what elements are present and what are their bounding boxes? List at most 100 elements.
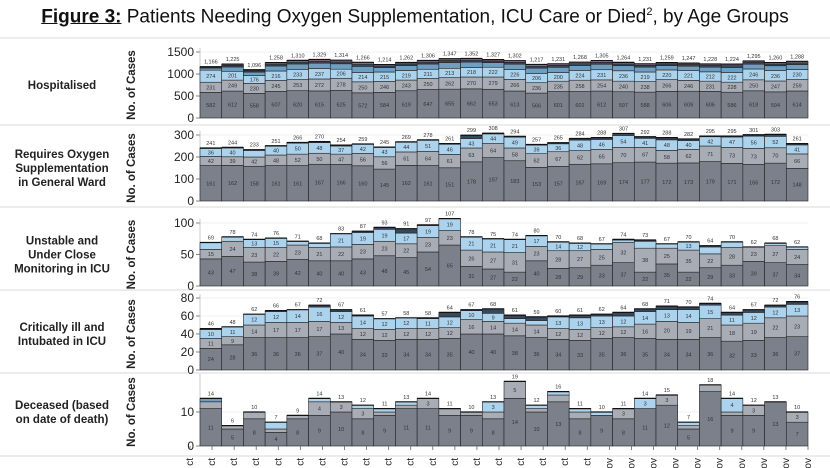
segment-label: 586 bbox=[727, 103, 736, 109]
segment-label: 173 bbox=[684, 180, 693, 186]
segment-label: 21 bbox=[338, 238, 344, 244]
segment-label: 266 bbox=[662, 83, 671, 89]
segment-label: 12 bbox=[599, 331, 605, 337]
segment-label: 9 bbox=[231, 339, 234, 345]
bar-total-label: 73 bbox=[642, 233, 648, 239]
segment-label: 653 bbox=[489, 102, 498, 108]
y-axis-label: No. of Cases bbox=[126, 220, 138, 290]
segment-label: 22 bbox=[707, 259, 713, 265]
x-tick-label: ct bbox=[472, 458, 483, 466]
panel-label: Monitoring in ICU bbox=[14, 264, 110, 276]
segment-label: 8 bbox=[253, 430, 256, 436]
segment-label: 9 bbox=[383, 429, 386, 435]
bar-total-label: 80 bbox=[534, 229, 540, 235]
y-tick-label: 1000 bbox=[167, 67, 194, 81]
bar-total-label: 1,295 bbox=[747, 54, 761, 60]
segment-label: 162 bbox=[228, 181, 237, 187]
segment-label: 230 bbox=[793, 73, 802, 79]
panel-2: Requires Oxygen Supplementation in General… bbox=[15, 126, 809, 208]
segment-label: 14 bbox=[686, 314, 692, 320]
segment-label: 13 bbox=[338, 326, 344, 332]
segment-label: 620 bbox=[293, 102, 302, 108]
segment-label: 224 bbox=[575, 73, 584, 79]
segment-label: 13 bbox=[664, 314, 670, 320]
segment-label: 42 bbox=[251, 160, 257, 166]
segment-label: 612 bbox=[228, 103, 237, 109]
segment-label: 47 bbox=[230, 269, 236, 275]
bar-segment bbox=[264, 65, 288, 72]
bar-segment bbox=[677, 65, 700, 71]
segment-label: 36 bbox=[251, 352, 257, 358]
segment-label: 42 bbox=[707, 139, 713, 145]
bar-segment bbox=[308, 242, 331, 248]
segment-label: 22 bbox=[403, 249, 409, 255]
segment-label: 58 bbox=[512, 152, 518, 158]
bar-total-label: 294 bbox=[510, 129, 519, 135]
segment-label: 13 bbox=[555, 321, 561, 327]
bar-segment bbox=[568, 411, 592, 420]
segment-label: 67 bbox=[555, 157, 561, 163]
segment-label: 3 bbox=[426, 402, 429, 408]
segment-label: 10 bbox=[208, 332, 214, 338]
bar-segment bbox=[221, 236, 244, 242]
bar-total-label: 1,305 bbox=[595, 54, 609, 60]
y-tick-label: 100 bbox=[174, 172, 194, 186]
segment-label: 16 bbox=[316, 312, 322, 318]
segment-label: 236 bbox=[771, 74, 780, 80]
bar-segment bbox=[612, 65, 635, 72]
bar-total-label: 10 bbox=[794, 405, 800, 411]
bar-total-label: 64 bbox=[447, 305, 453, 311]
segment-label: 48 bbox=[316, 146, 322, 152]
segment-label: 20 bbox=[664, 328, 670, 334]
segment-label: 219 bbox=[641, 75, 650, 81]
x-tick-label: ct bbox=[428, 458, 439, 466]
bar-segment bbox=[395, 228, 418, 234]
bar-total-label: 74 bbox=[512, 232, 518, 238]
bar-total-label: 75 bbox=[490, 232, 496, 238]
segment-label: 39 bbox=[751, 272, 757, 278]
segment-label: 12 bbox=[772, 310, 778, 316]
segment-label: 9 bbox=[318, 429, 321, 435]
bar-total-label: 67 bbox=[468, 303, 474, 309]
segment-label: 38 bbox=[251, 272, 257, 278]
y-tick-label: 0 bbox=[187, 279, 194, 293]
bar-total-label: 1,310 bbox=[291, 53, 305, 59]
segment-label: 40 bbox=[273, 149, 279, 155]
bar-segment bbox=[308, 62, 331, 69]
segment-label: 615 bbox=[315, 102, 324, 108]
segment-label: 13 bbox=[251, 241, 257, 247]
bar-total-label: 19 bbox=[512, 374, 518, 380]
segment-label: 233 bbox=[293, 72, 302, 78]
segment-label: 40 bbox=[316, 271, 322, 277]
segment-label: 23 bbox=[251, 253, 257, 259]
segment-label: 40 bbox=[534, 271, 540, 277]
segment-label: 28 bbox=[555, 258, 561, 264]
segment-label: 14 bbox=[534, 329, 540, 335]
bar-segment bbox=[243, 71, 266, 76]
bar-segment bbox=[525, 65, 548, 69]
segment-label: 25 bbox=[599, 255, 605, 261]
segment-label: 607 bbox=[271, 103, 280, 109]
bar-total-label: 12 bbox=[534, 398, 540, 404]
y-tick-label: 0 bbox=[187, 111, 194, 125]
bar-total-label: 1,260 bbox=[769, 56, 783, 62]
segment-label: 39 bbox=[230, 159, 236, 165]
segment-label: 11 bbox=[208, 425, 214, 431]
x-tick-label: ct bbox=[207, 458, 218, 466]
segment-label: 13 bbox=[599, 320, 605, 326]
segment-label: 266 bbox=[510, 83, 519, 89]
segment-label: 12 bbox=[382, 333, 388, 339]
bar-segment bbox=[481, 308, 505, 314]
segment-label: 14 bbox=[251, 329, 257, 335]
bar-total-label: 1,166 bbox=[204, 60, 218, 66]
segment-label: 34 bbox=[403, 353, 409, 359]
bar-total-label: 14 bbox=[316, 391, 322, 397]
segment-label: 17 bbox=[295, 328, 301, 334]
segment-label: 17 bbox=[403, 236, 409, 242]
bar-total-label: 12 bbox=[360, 398, 366, 404]
bar-total-label: 288 bbox=[597, 131, 606, 137]
bar-segment bbox=[264, 421, 288, 430]
segment-label: 183 bbox=[510, 179, 519, 185]
segment-label: 34 bbox=[555, 353, 561, 359]
segment-label: 212 bbox=[706, 75, 715, 81]
